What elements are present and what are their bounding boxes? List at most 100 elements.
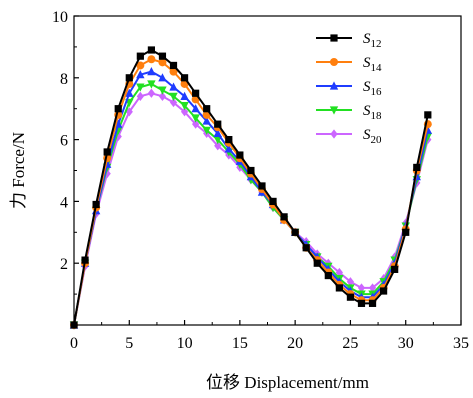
data-point xyxy=(291,228,299,236)
data-point xyxy=(258,182,266,190)
data-point xyxy=(147,55,156,64)
series-s12 xyxy=(70,46,432,329)
y-tick-label: 6 xyxy=(60,133,68,150)
axes-layer: 0 5 10 15 20 25 30 35 2 4 6 8 10 xyxy=(52,9,469,352)
data-point xyxy=(225,136,233,144)
data-point xyxy=(402,228,410,236)
data-point xyxy=(169,97,178,108)
data-point xyxy=(224,144,233,153)
legend-marker xyxy=(329,106,339,115)
y-tick-label: 8 xyxy=(60,71,68,88)
legend-label: S14 xyxy=(363,55,382,74)
data-point xyxy=(236,151,244,159)
data-point xyxy=(191,104,200,113)
data-point xyxy=(158,91,167,101)
y-tick-label: 10 xyxy=(52,9,68,26)
data-point xyxy=(180,91,189,100)
data-point xyxy=(136,70,145,79)
data-point xyxy=(169,61,178,70)
data-point xyxy=(180,102,189,111)
x-tick-label: 15 xyxy=(232,335,248,352)
data-point xyxy=(158,73,167,82)
data-point xyxy=(214,141,222,151)
x-tick-label: 35 xyxy=(453,335,469,352)
data-point xyxy=(335,284,343,292)
data-point xyxy=(391,265,399,273)
data-point xyxy=(158,86,167,95)
data-point xyxy=(203,105,211,113)
data-point xyxy=(213,128,222,138)
data-point xyxy=(413,163,421,172)
data-point xyxy=(335,267,343,278)
series-s20 xyxy=(70,88,432,330)
data-point xyxy=(136,61,145,70)
data-point xyxy=(313,259,321,267)
data-point xyxy=(302,244,310,252)
legend-label: S16 xyxy=(363,79,382,98)
legend-marker xyxy=(330,58,338,66)
data-point xyxy=(180,74,189,82)
data-point xyxy=(180,107,189,117)
data-point xyxy=(380,287,388,295)
data-point xyxy=(147,46,155,54)
legend-entry-s16: S16 xyxy=(316,79,382,98)
data-point xyxy=(269,197,277,205)
legend: S12 S14 S16 S18 S20 xyxy=(316,31,382,146)
data-point xyxy=(125,74,133,82)
data-point xyxy=(424,111,432,119)
data-point xyxy=(158,58,167,67)
data-point xyxy=(114,105,122,113)
data-point xyxy=(136,83,145,92)
data-point xyxy=(147,80,156,89)
data-point xyxy=(357,283,366,293)
x-tick-label: 10 xyxy=(177,335,193,352)
data-point xyxy=(147,88,155,98)
data-point xyxy=(357,299,366,307)
legend-entry-s12: S12 xyxy=(316,31,382,50)
y-tick-label: 4 xyxy=(60,194,68,211)
x-tick-label: 5 xyxy=(125,335,133,352)
plot-frame xyxy=(73,15,462,326)
x-tick-label: 20 xyxy=(287,335,303,352)
legend-label: S20 xyxy=(363,127,382,146)
data-point xyxy=(169,92,178,101)
series-layer xyxy=(69,46,433,330)
data-point xyxy=(202,116,211,125)
data-point xyxy=(368,299,377,307)
data-point xyxy=(125,88,134,97)
legend-marker xyxy=(330,129,338,139)
data-point xyxy=(247,166,255,175)
data-point xyxy=(147,67,156,76)
data-point xyxy=(81,256,89,264)
data-point xyxy=(169,82,178,91)
y-tick-label: 2 xyxy=(60,256,68,273)
x-axis-title: 位移 Displacement/mm xyxy=(206,373,369,392)
legend-entry-s20: S20 xyxy=(316,127,382,146)
x-tick-label: 0 xyxy=(70,335,78,352)
legend-marker xyxy=(330,34,338,42)
x-tick-label: 25 xyxy=(342,335,358,352)
legend-marker xyxy=(329,81,339,90)
data-point xyxy=(346,293,355,301)
data-point xyxy=(136,91,144,101)
data-point xyxy=(346,277,355,287)
data-point xyxy=(214,120,222,128)
data-point xyxy=(158,52,167,60)
data-point xyxy=(324,271,332,280)
x-tick-label: 30 xyxy=(398,335,414,352)
data-point xyxy=(92,200,100,209)
data-point xyxy=(136,52,144,60)
data-point xyxy=(169,67,178,76)
data-point xyxy=(368,283,377,293)
legend-entry-s18: S18 xyxy=(316,103,382,122)
legend-label: S12 xyxy=(363,31,382,50)
y-axis-title: 力 Force/N xyxy=(9,132,28,209)
data-point xyxy=(103,148,111,156)
legend-entry-s14: S14 xyxy=(316,55,382,74)
legend-label: S18 xyxy=(363,103,382,122)
data-point xyxy=(280,213,288,221)
data-point xyxy=(192,119,200,129)
data-point xyxy=(192,89,200,97)
data-point xyxy=(191,114,200,123)
